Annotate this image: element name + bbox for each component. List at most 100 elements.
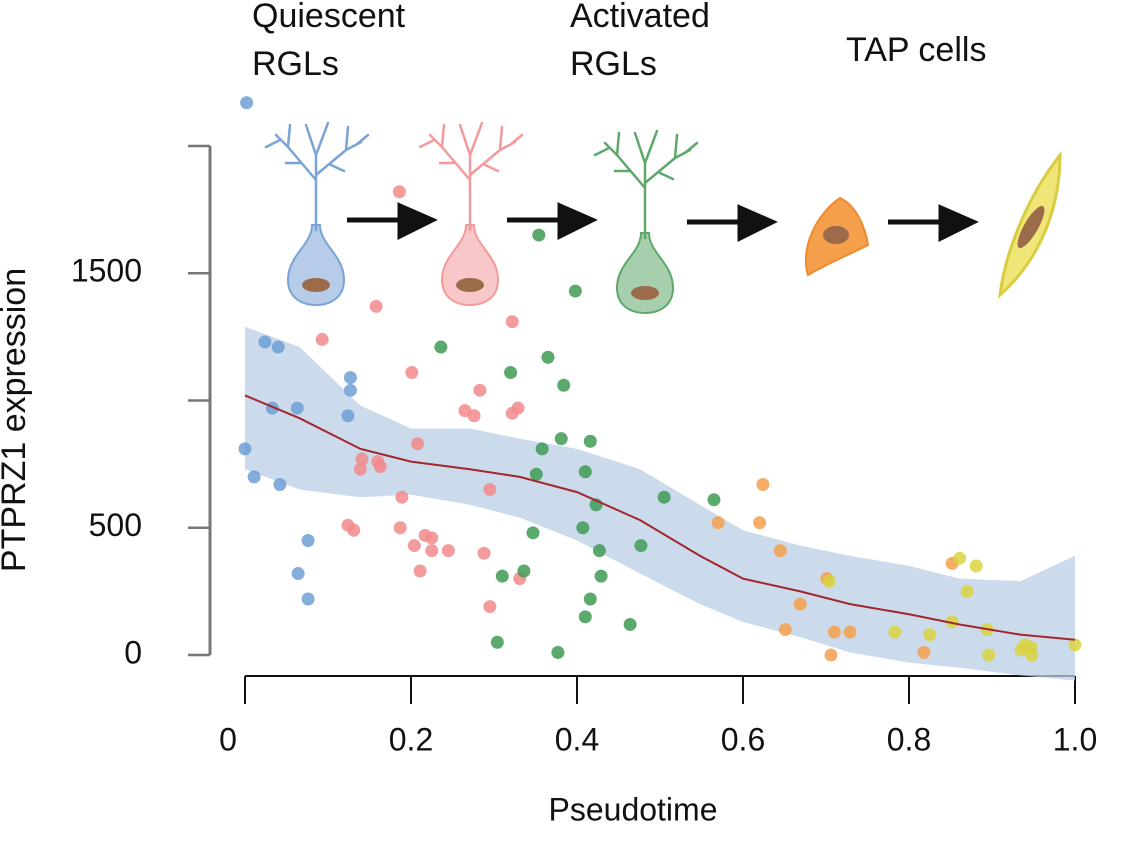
point <box>557 378 571 392</box>
x-tick-label: 0.2 <box>389 721 433 757</box>
point <box>434 340 448 354</box>
point <box>291 567 305 581</box>
x-tick-label: 0 <box>219 721 237 757</box>
point <box>888 625 902 639</box>
point <box>495 569 509 583</box>
confidence-band <box>245 326 1075 681</box>
point <box>425 531 439 545</box>
point <box>425 544 439 558</box>
point <box>1014 643 1028 657</box>
point <box>756 477 770 491</box>
x-tick-label: 0.4 <box>555 721 599 757</box>
point <box>373 460 387 474</box>
point <box>505 406 519 420</box>
point <box>594 569 608 583</box>
point <box>707 493 721 507</box>
point <box>467 409 481 423</box>
point <box>483 600 497 614</box>
illustrations <box>264 121 1062 315</box>
point <box>551 645 565 659</box>
y-tick-label: 1500 <box>71 253 142 289</box>
nucleus <box>823 226 849 244</box>
point <box>711 516 725 530</box>
point <box>301 533 315 547</box>
point <box>576 521 590 535</box>
point <box>392 185 406 199</box>
point <box>773 544 787 558</box>
point <box>657 490 671 504</box>
x-tick-label: 0.8 <box>887 721 931 757</box>
trend-line <box>244 394 1076 641</box>
point <box>240 96 254 110</box>
point <box>343 371 357 385</box>
point <box>554 432 568 446</box>
activated-green-cell-icon <box>593 129 699 315</box>
point <box>824 648 838 662</box>
point <box>982 648 996 662</box>
point <box>504 366 518 380</box>
point <box>490 635 504 649</box>
x-tick-label: 1.0 <box>1053 721 1097 757</box>
y-tick-label: 0 <box>124 634 142 670</box>
stage-label: Quiescent <box>252 0 406 35</box>
stage-label: RGLs <box>252 45 339 83</box>
point <box>238 442 252 456</box>
stage-label: RGLs <box>570 45 657 83</box>
point <box>583 592 597 606</box>
y-tick-label: 500 <box>89 507 142 543</box>
point <box>517 564 531 578</box>
point <box>526 526 540 540</box>
point <box>477 546 491 560</box>
stage-label: TAP cells <box>846 31 986 69</box>
point <box>827 625 841 639</box>
point <box>969 559 983 573</box>
point <box>945 615 959 629</box>
point <box>483 483 497 497</box>
point <box>393 521 407 535</box>
point <box>441 544 455 558</box>
point <box>301 592 315 606</box>
point <box>395 490 409 504</box>
point <box>623 617 637 631</box>
point <box>843 625 857 639</box>
point <box>583 434 597 448</box>
point <box>258 335 272 349</box>
point <box>405 366 419 380</box>
point <box>343 383 357 397</box>
point <box>793 597 807 611</box>
point <box>505 315 519 329</box>
stage-label: Activated <box>570 0 710 35</box>
point <box>634 539 648 553</box>
point <box>407 539 421 553</box>
nucleus <box>1017 205 1045 249</box>
point <box>290 401 304 415</box>
point <box>273 477 287 491</box>
point <box>369 299 383 313</box>
point <box>271 340 285 354</box>
point <box>778 623 792 637</box>
point <box>578 610 592 624</box>
point <box>753 516 767 530</box>
point <box>568 284 582 298</box>
point <box>923 628 937 642</box>
point <box>473 383 487 397</box>
y-axis-label: PTPRZ1 expression <box>0 268 33 572</box>
point <box>532 228 546 242</box>
point <box>355 452 369 466</box>
point <box>315 332 329 346</box>
point <box>1068 638 1082 652</box>
quiescent-cell-icon <box>264 121 370 307</box>
point <box>578 465 592 479</box>
point <box>353 462 367 476</box>
x-tick-label: 0.6 <box>721 721 765 757</box>
point <box>960 584 974 598</box>
x-axis-label: Pseudotime <box>549 791 718 827</box>
point <box>529 467 543 481</box>
point <box>341 409 355 423</box>
point <box>413 564 427 578</box>
point <box>541 350 555 364</box>
point <box>247 470 261 484</box>
activated-cell-icon <box>418 121 524 307</box>
point <box>953 551 967 565</box>
